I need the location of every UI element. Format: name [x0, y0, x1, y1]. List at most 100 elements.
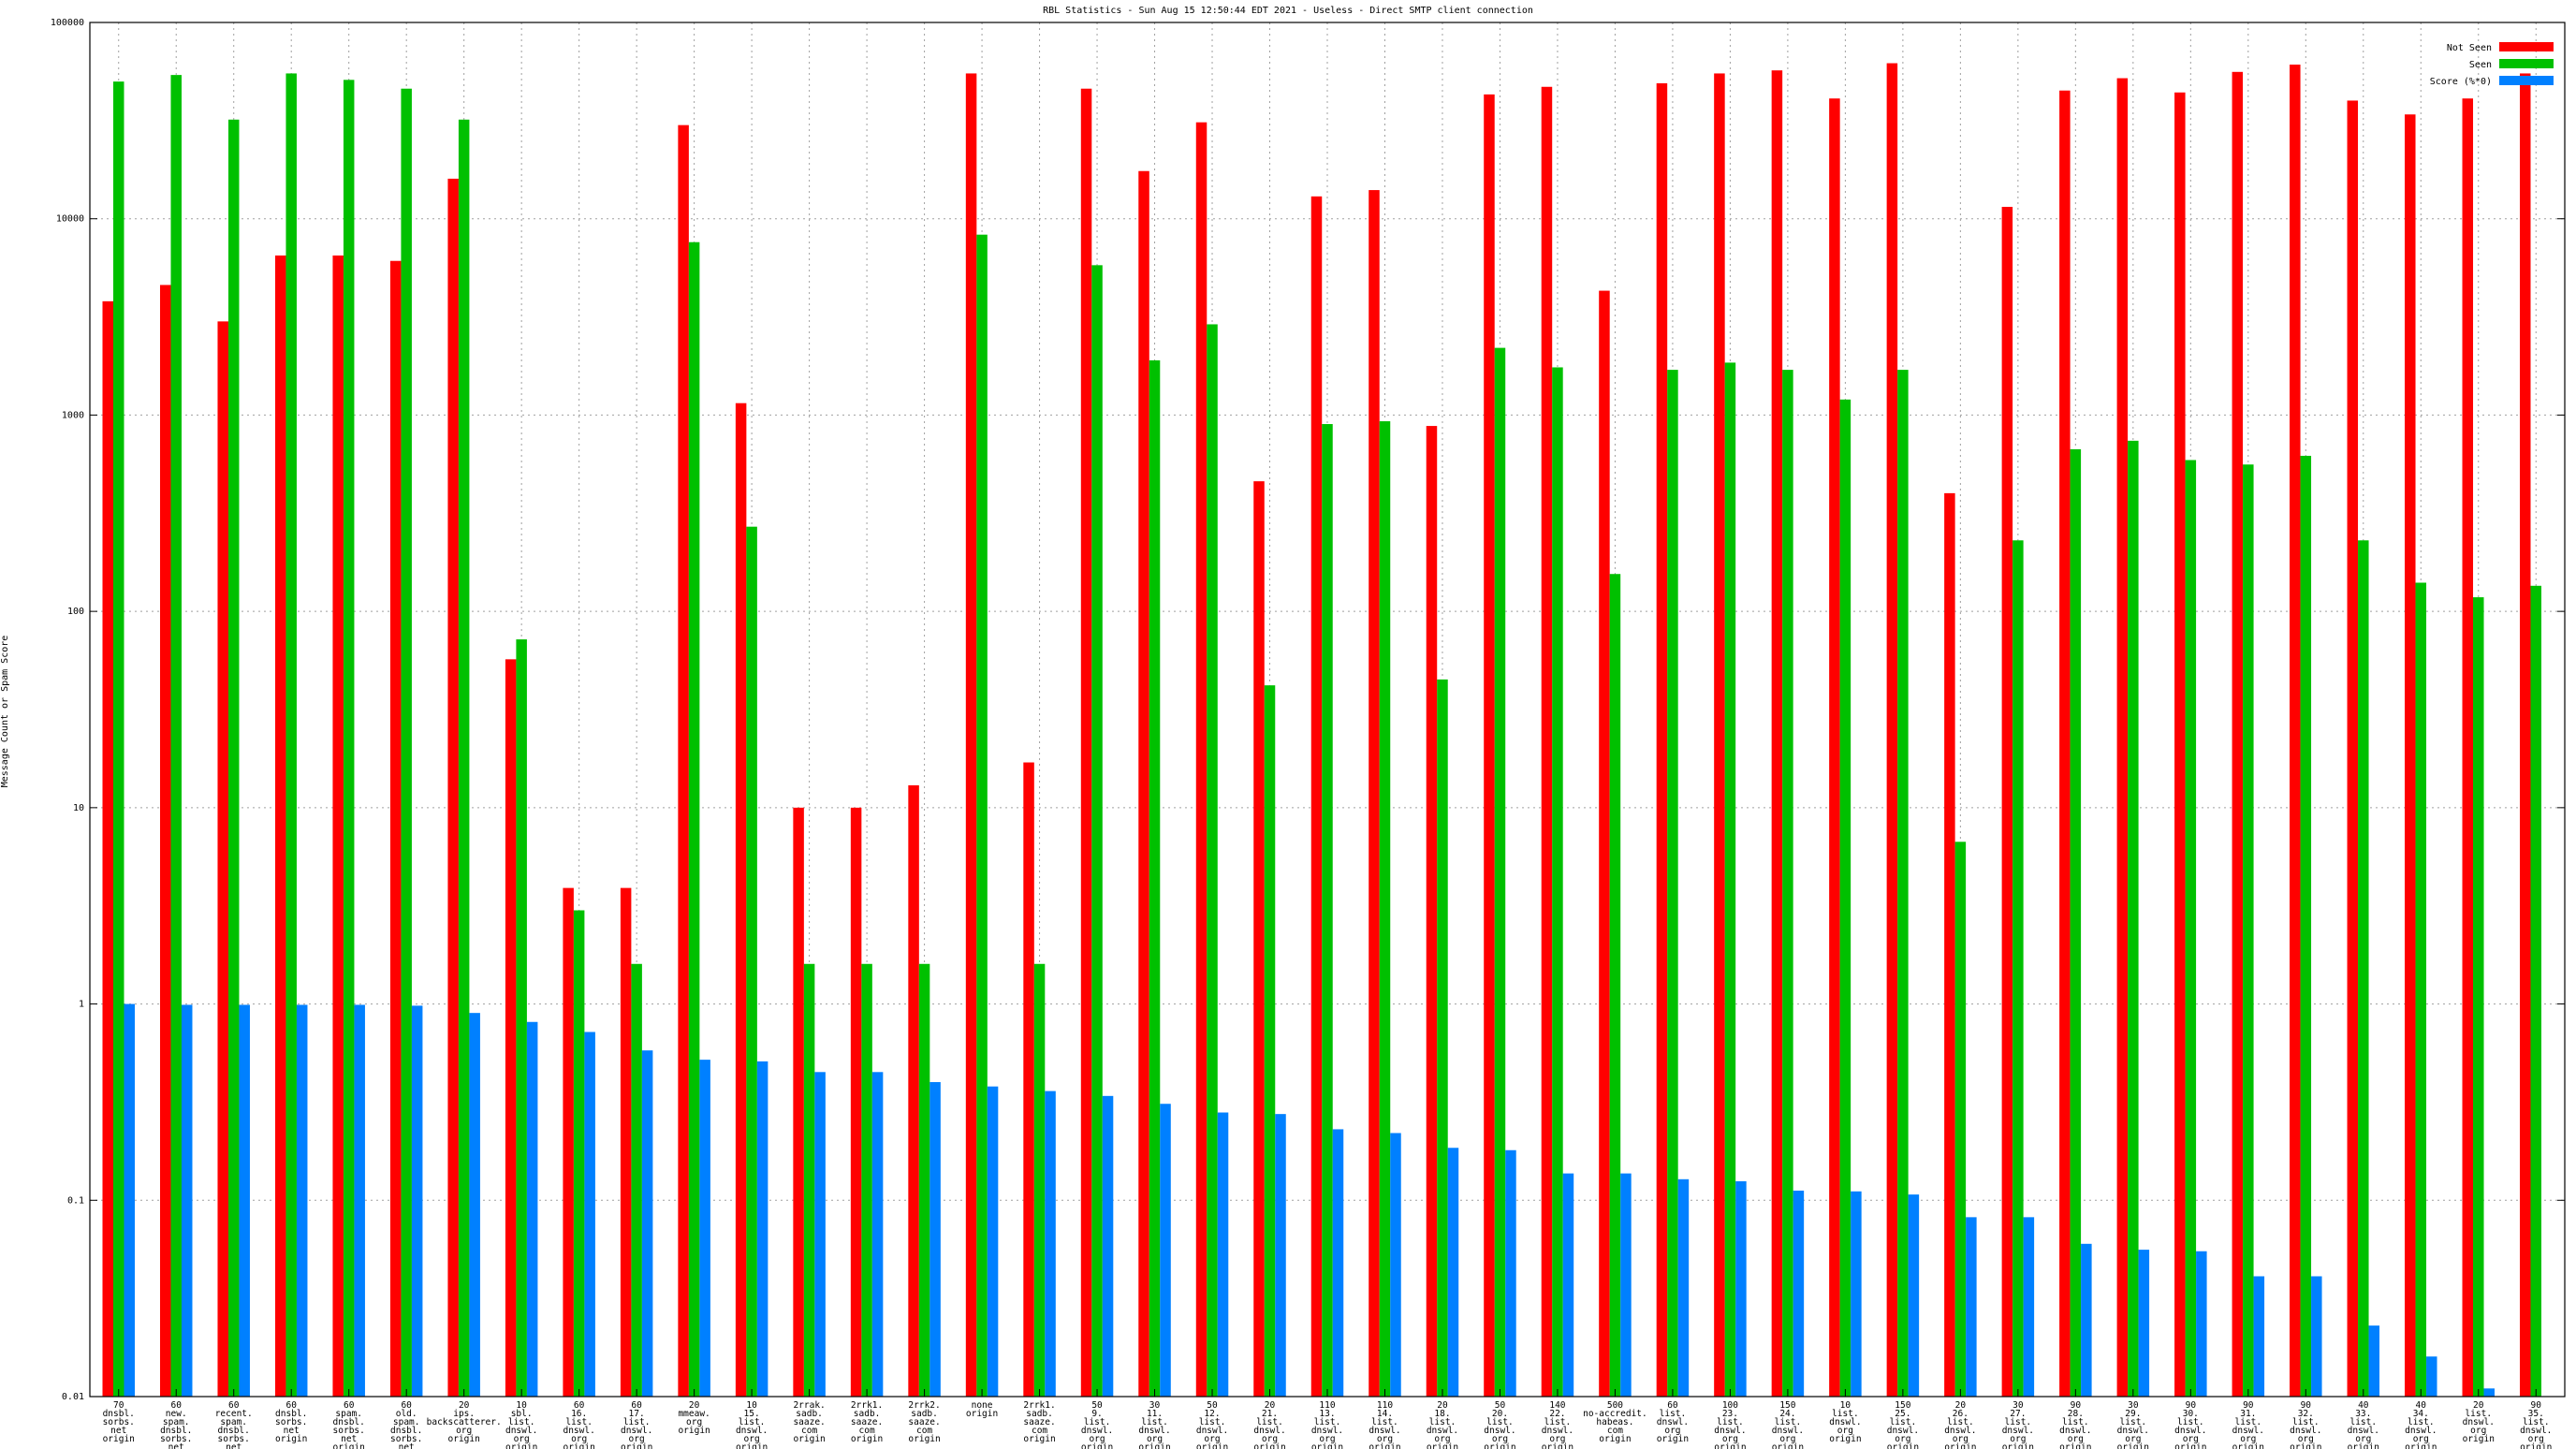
bar: [526, 1021, 538, 1397]
bar: [1368, 190, 1380, 1398]
bar: [1908, 1194, 1920, 1397]
x-tick-label: 40 34. list. dnswl. org origin: [2405, 1400, 2437, 1449]
bar: [1771, 70, 1783, 1397]
bar: [1886, 63, 1898, 1397]
bar: [274, 255, 286, 1398]
bar: [124, 1003, 135, 1397]
y-tick-label: 100000: [51, 18, 84, 28]
bar: [1839, 399, 1852, 1397]
bar: [1264, 685, 1276, 1397]
x-tick-label: 20 21. list. dnswl. org origin: [1253, 1400, 1285, 1449]
bar: [411, 1005, 423, 1397]
x-tick-label: 500 no-accredit. habeas. com origin: [1583, 1400, 1647, 1444]
bar: [2059, 90, 2071, 1397]
bar: [871, 1072, 884, 1397]
bar: [2520, 73, 2531, 1397]
bar: [631, 963, 642, 1397]
plot-frame: [89, 22, 2566, 1398]
bars-group: [102, 63, 2542, 1398]
x-tick-label: 10 list. dnswl. org origin: [1829, 1400, 1861, 1444]
bar: [1437, 679, 1448, 1397]
bar: [1541, 86, 1553, 1398]
bar: [2405, 114, 2416, 1397]
bar: [1426, 426, 1438, 1398]
bar: [861, 963, 872, 1397]
bar: [987, 1086, 999, 1397]
bar: [1195, 122, 1208, 1398]
x-tick-label: 150 24. list. dnswl. org origin: [1772, 1400, 1804, 1449]
x-tick-label: 150 25. list. dnswl. org origin: [1887, 1400, 1919, 1449]
bar: [584, 1032, 595, 1397]
bar: [2185, 460, 2197, 1397]
bar: [2358, 540, 2369, 1397]
x-tick-label: 50 20. list. dnswl. org origin: [1484, 1400, 1515, 1449]
bar: [159, 285, 171, 1398]
bar: [2426, 1356, 2437, 1397]
bar: [1138, 170, 1149, 1397]
bar: [976, 234, 988, 1397]
x-tick-label: 10 sbl. list. dnswl. org origin: [505, 1400, 537, 1449]
bar: [112, 81, 124, 1398]
bar: [170, 75, 182, 1397]
bar: [1447, 1148, 1459, 1397]
bar: [2128, 440, 2139, 1397]
bar: [1484, 94, 1495, 1397]
x-tick-label: 2rrak. sadb. saaze. com origin: [793, 1400, 825, 1444]
x-tick-label: 70 dnsbl. sorbs. net origin: [103, 1400, 135, 1444]
bar: [1851, 1191, 1862, 1397]
bar: [447, 178, 459, 1397]
x-tick-label: 50 12. list. dnswl. org origin: [1196, 1400, 1228, 1449]
bar: [1091, 265, 1103, 1398]
x-tick-label: 60 spam. dnsbl. sorbs. net origin: [333, 1400, 365, 1449]
legend-label: Not Seen: [2447, 43, 2492, 53]
bar: [1677, 1178, 1690, 1397]
x-tick-label: 30 11. list. dnswl. org origin: [1138, 1400, 1170, 1449]
bar: [2311, 1276, 2322, 1397]
y-axis-label: Message Count or Spam Score: [0, 636, 10, 788]
y-tick-label: 10: [73, 803, 84, 813]
y-tick-label: 0.1: [67, 1195, 84, 1206]
x-tick-label: none origin: [966, 1400, 998, 1419]
x-tick-label: 60 dnsbl. sorbs. net origin: [275, 1400, 307, 1444]
bar: [965, 73, 977, 1397]
bar: [1332, 1129, 1344, 1397]
bar: [1310, 196, 1323, 1398]
bar: [1494, 347, 1506, 1397]
x-tick-label: 90 35. list. dnswl. org origin: [2520, 1400, 2552, 1449]
bar: [641, 1050, 653, 1397]
legend-swatch: [2499, 76, 2554, 85]
bar: [1714, 73, 1725, 1397]
legend-swatch: [2499, 42, 2554, 51]
bar: [2483, 1388, 2496, 1397]
legend-label: Seen: [2469, 60, 2492, 70]
bar: [2081, 1243, 2092, 1397]
x-tick-label: 60 list. dnswl. org origin: [1657, 1400, 1689, 1444]
bar: [688, 242, 700, 1398]
bar: [2243, 464, 2254, 1397]
chart-title: RBL Statistics - Sun Aug 15 12:50:44 EDT…: [1043, 6, 1533, 16]
bar: [746, 526, 757, 1397]
bar: [1217, 1112, 1229, 1397]
bar: [563, 887, 574, 1397]
bar: [1379, 421, 1391, 1398]
bar: [2530, 585, 2542, 1397]
x-tick-label: 110 13. list. dnswl. org origin: [1311, 1400, 1343, 1449]
bar: [1609, 574, 1621, 1397]
bar: [699, 1060, 710, 1397]
bar: [2070, 448, 2082, 1397]
bar: [1160, 1104, 1171, 1397]
bar: [181, 1004, 193, 1397]
bar: [332, 255, 344, 1398]
bar: [1656, 82, 1668, 1397]
bar: [1599, 290, 1610, 1397]
bar: [401, 88, 412, 1398]
legend-swatch: [2499, 59, 2554, 68]
x-tick-label: 2rrk2. sadb. saaze. com origin: [908, 1400, 940, 1444]
y-axis-ticks: 0.01 0.1 1 10 100 1000 10000 100000: [51, 18, 2565, 1402]
bar: [2116, 78, 2129, 1398]
bar: [2138, 1250, 2150, 1397]
bar: [102, 300, 113, 1398]
bar: [1390, 1133, 1401, 1397]
